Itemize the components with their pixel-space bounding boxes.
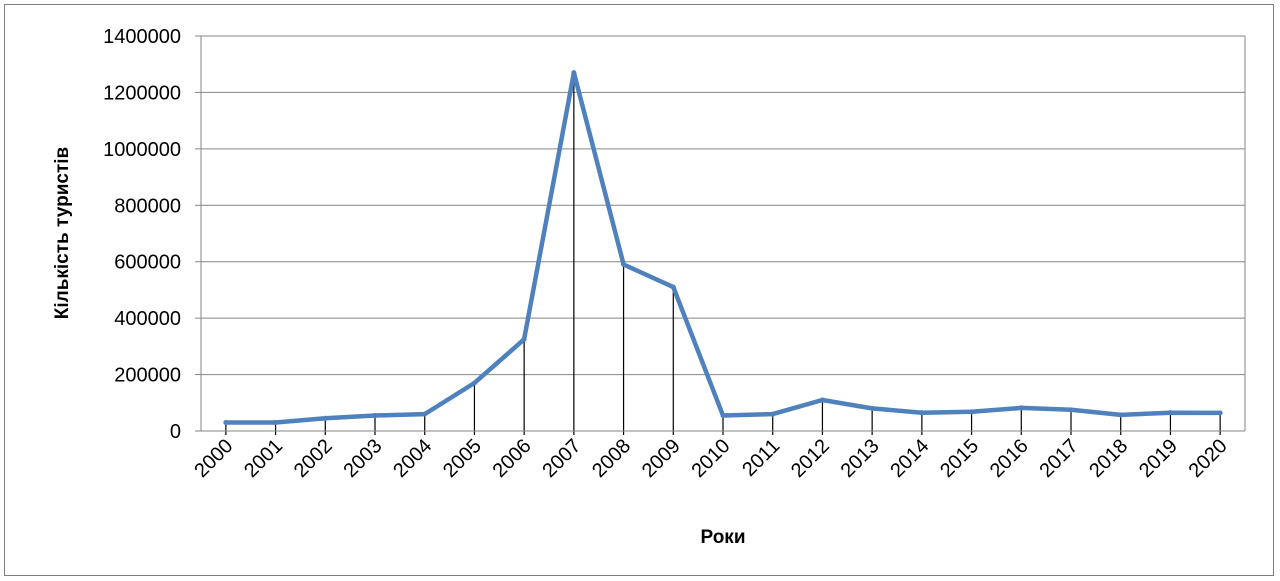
data-point — [869, 405, 875, 411]
x-tick-label: 2015 — [936, 435, 983, 482]
drop-lines — [225, 72, 1221, 435]
data-point — [1167, 410, 1173, 416]
x-tick-label: 2012 — [787, 435, 834, 482]
data-point — [919, 410, 925, 416]
chart-frame — [4, 4, 1274, 576]
y-tick-labels: 0 200000 400000 600000 800000 1000000 1200000 1… — [103, 26, 181, 443]
data-point — [223, 420, 229, 426]
x-tick-label: 2007 — [538, 435, 585, 482]
data-point — [1068, 407, 1074, 413]
data-point — [322, 415, 328, 421]
data-point — [273, 420, 279, 426]
x-tick-label: 2000 — [190, 435, 237, 482]
x-tick-label: 2020 — [1185, 435, 1232, 482]
data-point — [621, 262, 627, 268]
data-point — [969, 409, 975, 415]
data-point — [770, 411, 776, 417]
y-tick-label: 400000 — [114, 308, 181, 330]
x-tick-label: 2019 — [1135, 435, 1182, 482]
y-tick-label: 0 — [170, 421, 181, 443]
data-point — [819, 397, 825, 403]
gridlines — [201, 35, 1245, 376]
x-tick-label: 2006 — [489, 435, 536, 482]
y-tick-label: 800000 — [114, 195, 181, 217]
data-point — [670, 284, 676, 290]
data-point — [1118, 412, 1124, 418]
axes — [195, 35, 1246, 432]
y-tick-label: 1200000 — [103, 82, 181, 104]
x-tick-label: 2017 — [1036, 435, 1083, 482]
x-tick-label: 2008 — [588, 435, 635, 482]
x-tick-label: 2018 — [1085, 435, 1132, 482]
series-layer — [223, 70, 1223, 426]
x-axis-title: Роки — [701, 527, 746, 548]
x-tick-label: 2002 — [290, 435, 337, 482]
x-tick-label: 2004 — [389, 435, 436, 482]
x-tick-label: 2016 — [986, 435, 1033, 482]
series-line — [223, 70, 1223, 425]
y-tick-label: 1400000 — [103, 26, 181, 48]
x-tick-label: 2003 — [340, 435, 387, 482]
data-point — [521, 336, 527, 342]
data-point — [1217, 410, 1223, 416]
y-tick-label: 600000 — [114, 252, 181, 274]
x-tick-label: 2013 — [837, 435, 884, 482]
x-tick-label: 2010 — [688, 435, 735, 482]
x-tick-label: 2011 — [738, 435, 784, 481]
y-tick-label: 1000000 — [103, 139, 181, 161]
data-point — [422, 411, 428, 417]
data-point — [720, 412, 726, 418]
data-point — [372, 412, 378, 418]
data-point — [471, 380, 477, 386]
x-tick-labels: 2000 2001 2002 2003 2004 2005 2006 2007 2008 2009… — [190, 435, 1231, 482]
data-point — [1018, 405, 1024, 411]
x-tick-label: 2001 — [240, 435, 287, 482]
y-tick-label: 200000 — [114, 365, 181, 387]
x-tick-label: 2005 — [439, 435, 486, 482]
data-point — [571, 70, 577, 76]
x-tick-label: 2009 — [638, 435, 685, 482]
y-axis-title: Кількість туристів — [52, 147, 73, 319]
x-tick-label: 2014 — [886, 435, 933, 482]
